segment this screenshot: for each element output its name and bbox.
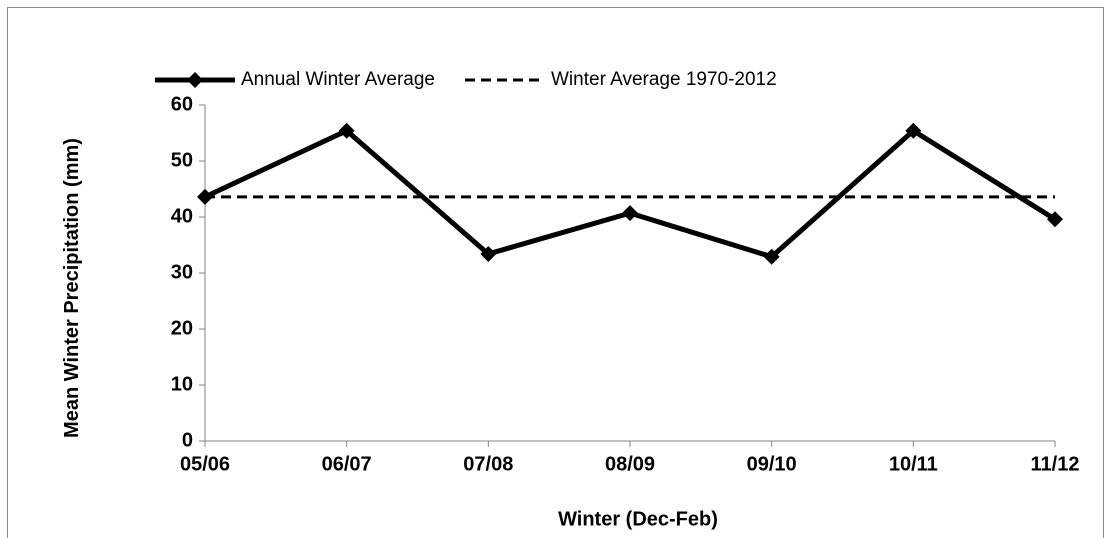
x-tick-label: 08/09	[605, 453, 655, 475]
series-marker	[480, 245, 497, 262]
y-tick-label: 60	[171, 93, 193, 115]
legend-marker	[187, 72, 203, 88]
y-tick-label: 50	[171, 149, 193, 171]
y-tick-label: 10	[171, 373, 193, 395]
x-tick-label: 10/11	[889, 453, 938, 475]
series-marker	[1047, 211, 1063, 228]
series-marker	[338, 122, 355, 139]
y-tick-label: 30	[171, 261, 193, 283]
x-axis-label: Winter (Dec-Feb)	[558, 508, 718, 530]
series-marker	[622, 205, 638, 222]
series-marker	[763, 248, 780, 265]
legend-label: Winter Average 1970-2012	[551, 69, 777, 90]
y-tick-label: 40	[171, 205, 193, 227]
series-marker	[905, 122, 922, 139]
y-tick-label: 0	[182, 429, 193, 451]
x-tick-label: 09/10	[747, 453, 797, 475]
y-tick-label: 20	[171, 317, 193, 339]
x-tick-label: 11/12	[1031, 453, 1080, 475]
y-axis-label: Mean Winter Precipitation (mm)	[61, 138, 83, 438]
x-tick-label: 06/07	[322, 453, 372, 475]
x-tick-label: 05/06	[180, 453, 230, 475]
chart-frame	[7, 7, 1104, 538]
x-tick-label: 07/08	[463, 453, 513, 475]
legend-label: Annual Winter Average	[241, 69, 435, 90]
y-axis-label-box: Mean Winter Precipitation (mm)	[61, 138, 83, 438]
